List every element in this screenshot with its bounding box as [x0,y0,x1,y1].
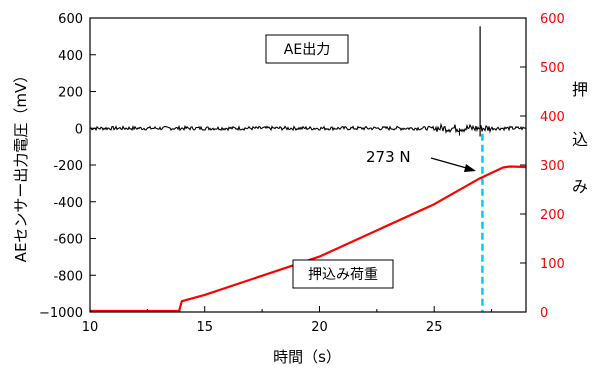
x-tick-label: 15 [196,320,213,335]
right-tick-label: 300 [540,159,565,174]
left-tick-label: −1000 [39,306,83,321]
x-tick-label: 20 [311,320,328,335]
plot-frame [89,17,527,313]
right-axis-title-char-1: 押 [572,80,588,99]
x-axis-tick-labels: 10 15 20 25 [82,320,443,335]
right-axis-tick-labels: 600 500 400 300 200 100 0 [540,12,565,321]
x-tick-label: 10 [82,320,99,335]
left-tick-label: -600 [53,233,83,248]
left-axis-tick-labels: 600 400 200 0 -200 -400 -600 -800 −1000 [39,12,83,321]
peak-annotation: 273 N [366,148,476,172]
peak-load-label: 273 N [366,148,411,166]
load-label-box: 押込み荷重 [292,259,394,289]
left-tick-label: 200 [58,86,83,101]
right-axis-title-char-3: み [572,177,588,196]
load-series [90,165,527,313]
left-tick-label: -200 [53,159,83,174]
load-label: 押込み荷重 [308,267,378,283]
left-tick-label: 0 [75,122,83,137]
left-tick-label: 400 [58,49,83,64]
series-layer [89,26,527,313]
right-tick-label: 500 [540,61,565,76]
left-axis-title: AEセンサー出力電圧（mV） [12,68,30,263]
left-tick-label: 600 [58,12,83,27]
right-tick-label: 400 [540,110,565,125]
x-tick-label: 25 [426,320,443,335]
x-axis-title: 時間（s） [273,348,341,366]
annotation-arrow-line [430,157,471,170]
right-tick-label: 200 [540,208,565,223]
ae-output-box [265,34,349,64]
ae-output-label-box: AE出力 [265,34,349,64]
ae-output-label: AE出力 [284,42,330,58]
left-tick-label: -400 [53,196,83,211]
load-box [292,259,394,289]
ae-output-series [89,122,527,134]
right-tick-label: 0 [540,306,548,321]
right-tick-label: 100 [540,257,565,272]
annotation-arrow-head [464,164,476,172]
left-tick-label: -800 [53,269,83,284]
right-axis-title-char-2: 込 [572,130,588,149]
right-tick-label: 600 [540,12,565,27]
